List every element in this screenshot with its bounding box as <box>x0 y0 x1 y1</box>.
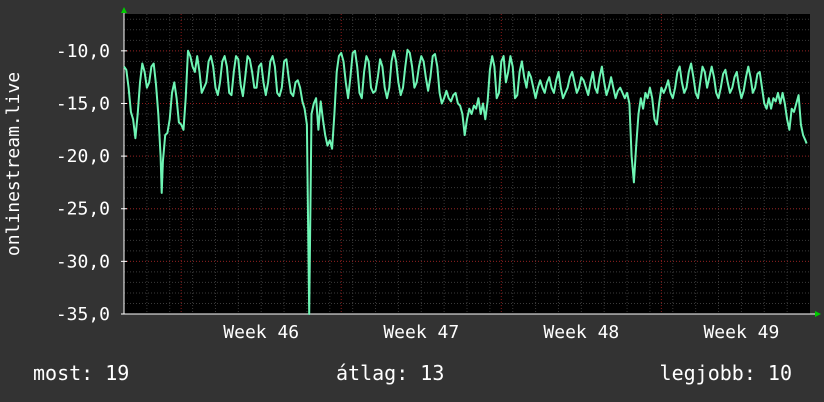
x-axis-ticks: Week 46 Week 47 Week 48 Week 49 <box>223 322 779 343</box>
x-tick-label: Week 49 <box>703 322 779 343</box>
x-tick-label: Week 48 <box>543 322 619 343</box>
y-tick-label: -20,0 <box>56 146 110 167</box>
legend-best: legjobb: 10 <box>659 361 792 385</box>
ping-chart: -10,0-15,0-20,0-25,0-30,0-35,0 Week 46 We… <box>3 7 821 343</box>
x-tick-label: Week 47 <box>383 322 459 343</box>
y-tick-label: -30,0 <box>56 251 110 272</box>
x-axis-arrow-icon <box>815 311 821 317</box>
legend-current: most: 19 <box>33 361 130 385</box>
y-tick-label: -10,0 <box>56 41 110 62</box>
y-tick-label: -15,0 <box>56 93 110 114</box>
legend: most: 19 átlag: 13 legjobb: 10 <box>0 361 824 391</box>
legend-average: átlag: 13 <box>336 361 445 385</box>
y-tick-label: -25,0 <box>56 199 110 220</box>
y-axis-arrow-icon <box>121 7 127 13</box>
x-tick-label: Week 46 <box>223 322 299 343</box>
y-axis-label: onlinestream.live <box>3 72 24 256</box>
series-line <box>123 48 808 315</box>
y-tick-label: -35,0 <box>56 304 110 325</box>
